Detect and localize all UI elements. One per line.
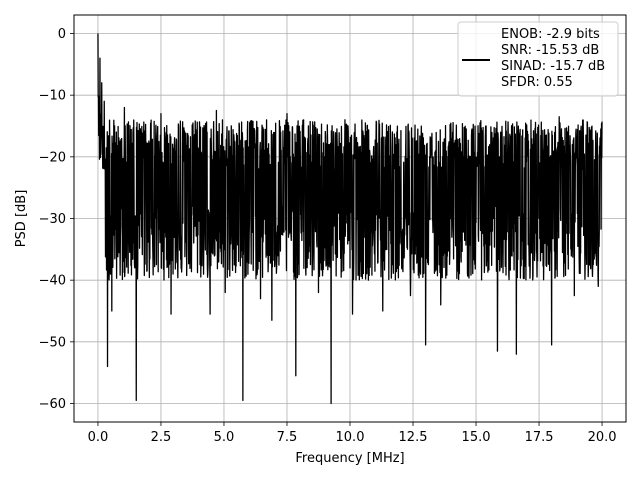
y-tick-label: −50 bbox=[39, 335, 66, 350]
legend-box bbox=[457, 21, 619, 97]
y-tick-label: 0 bbox=[58, 27, 66, 42]
y-tick-label: −40 bbox=[39, 274, 66, 289]
psd-line bbox=[97, 33, 603, 405]
x-tick-label: 0.0 bbox=[88, 430, 109, 445]
x-axis-label: Frequency [MHz] bbox=[295, 451, 404, 466]
legend-snr: SNR: -15.53 dB bbox=[501, 43, 599, 58]
legend-enob: ENOB: -2.9 bits bbox=[501, 27, 600, 42]
legend: ENOB: -2.9 bits SNR: -15.53 dB SINAD: -1… bbox=[457, 21, 619, 97]
y-tick-label: −30 bbox=[39, 212, 66, 227]
x-tick-label: 20.0 bbox=[588, 430, 617, 445]
ticks: 0.0 2.5 5.0 7.5 10.0 12.5 15.0 17.5 20.0 0 −10 −20 −… bbox=[39, 27, 617, 445]
legend-sfdr: SFDR: 0.55 bbox=[501, 75, 573, 90]
x-tick-label: 5.0 bbox=[214, 430, 235, 445]
y-tick-label: −20 bbox=[39, 150, 66, 165]
plot-area bbox=[97, 33, 603, 405]
x-tick-label: 2.5 bbox=[151, 430, 172, 445]
x-tick-label: 7.5 bbox=[277, 430, 298, 445]
y-tick-label: −10 bbox=[39, 89, 66, 104]
y-tick-label: −60 bbox=[39, 397, 66, 412]
x-tick-label: 17.5 bbox=[525, 430, 554, 445]
y-axis-label: PSD [dB] bbox=[14, 190, 29, 248]
x-tick-label: 15.0 bbox=[462, 430, 491, 445]
legend-sinad: SINAD: -15.7 dB bbox=[501, 59, 605, 74]
x-tick-label: 10.0 bbox=[336, 430, 365, 445]
x-tick-label: 12.5 bbox=[399, 430, 428, 445]
